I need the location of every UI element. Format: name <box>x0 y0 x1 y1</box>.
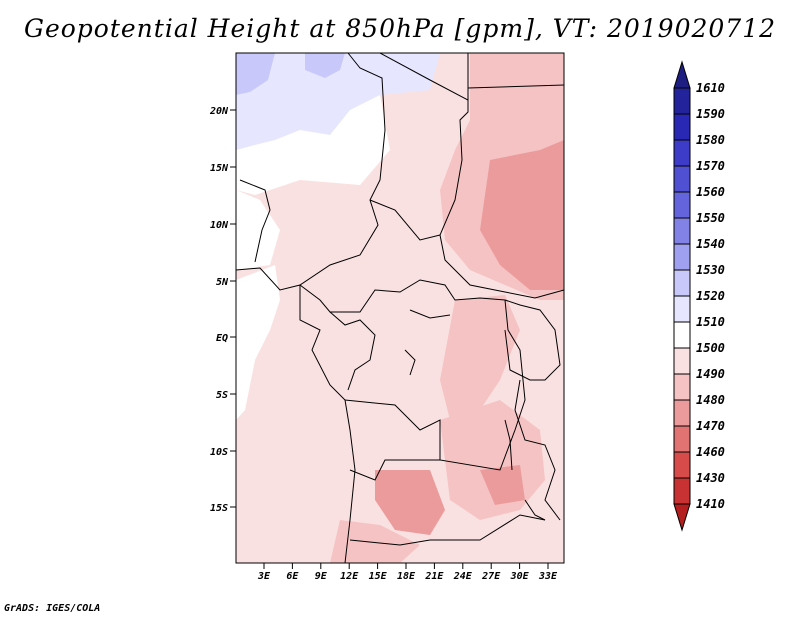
lat-label: 15S <box>210 503 228 514</box>
lon-label: 18E <box>397 571 416 582</box>
colorbar-label: 1520 <box>696 289 725 303</box>
colorbar-label: 1540 <box>696 237 725 251</box>
lon-label: 30E <box>510 571 530 582</box>
country-borders <box>235 52 565 564</box>
lon-label: 21E <box>424 571 444 582</box>
height-field <box>236 53 564 563</box>
map-frame <box>235 52 565 564</box>
credit-label: GrADS: IGES/COLA <box>4 603 101 614</box>
lon-label: 24E <box>453 571 473 582</box>
lat-label: 5S <box>216 390 228 401</box>
lat-label: 20N <box>209 106 229 117</box>
colorbar-swatch <box>673 87 691 115</box>
colorbar-label: 1530 <box>696 263 725 277</box>
colorbar-cap-top <box>673 60 691 89</box>
colorbar-swatch <box>673 113 691 141</box>
colorbar-label: 1500 <box>696 341 725 355</box>
colorbar-label: 1460 <box>696 445 725 459</box>
colorbar-swatch <box>673 139 691 167</box>
colorbar-label: 1590 <box>696 107 725 121</box>
colorbar-swatch <box>673 425 691 453</box>
lon-label: 6E <box>286 571 299 582</box>
lon-label: 9E <box>315 571 328 582</box>
lon-label: 12E <box>340 571 359 582</box>
colorbar-label: 1480 <box>696 393 725 407</box>
colorbar-label: 1410 <box>696 497 725 511</box>
colorbar-label: 1430 <box>696 471 725 485</box>
lon-label: 15E <box>369 571 388 582</box>
colorbar-label: 1570 <box>696 159 725 173</box>
colorbar-swatch <box>673 399 691 427</box>
colorbar-swatch <box>673 243 691 271</box>
lat-label: 5N <box>216 277 229 288</box>
lon-label: 3E <box>257 571 271 582</box>
colorbar-label: 1470 <box>696 419 725 433</box>
lon-label: 27E <box>481 571 501 582</box>
colorbar-swatch <box>673 347 691 375</box>
colorbar-label: 1580 <box>696 133 725 147</box>
lat-label: 15N <box>210 163 229 174</box>
colorbar-cap-bottom <box>673 503 691 532</box>
colorbar-swatch <box>673 191 691 219</box>
lat-label: 10N <box>210 220 229 231</box>
colorbar-label: 1560 <box>696 185 725 199</box>
colorbar-label: 1510 <box>696 315 725 329</box>
colorbar-label: 1610 <box>696 81 725 95</box>
colorbar-label: 1550 <box>696 211 725 225</box>
colorbar-swatch <box>673 217 691 245</box>
colorbar-swatch <box>673 269 691 297</box>
colorbar-swatch <box>673 295 691 323</box>
colorbar-swatch <box>673 451 691 479</box>
colorbar-swatch <box>673 373 691 401</box>
chart-title: Geopotential Height at 850hPa [gpm], VT:… <box>23 14 777 43</box>
colorbar-label: 1490 <box>696 367 725 381</box>
lat-label: 10S <box>210 447 228 458</box>
colorbar-swatch <box>673 477 691 505</box>
lon-label: 33E <box>538 571 558 582</box>
colorbar-swatch <box>673 165 691 193</box>
colorbar-swatch <box>673 321 691 349</box>
longitude-axis: 3E 6E 9E 12E 15E 18E 21E 24E 27E 30E 33E <box>257 563 558 582</box>
latitude-axis: 20N 15N 10N 5N EQ 5S 10S 15S <box>209 106 236 514</box>
colorbar: 1610 1590 1580 1570 1560 1550 1540 1530 1520 1510… <box>673 60 725 532</box>
lat-label: EQ <box>216 333 228 344</box>
